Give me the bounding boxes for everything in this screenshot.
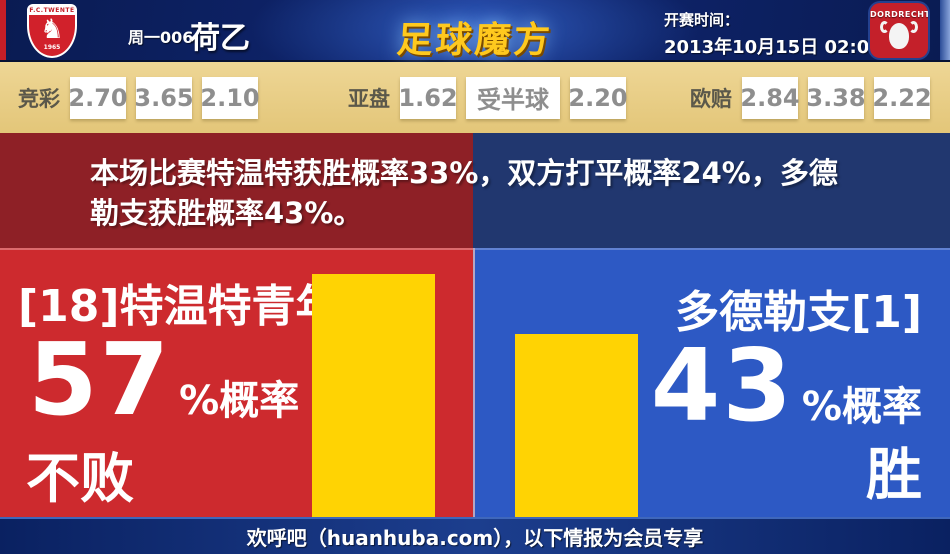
odds-value-box: 2.20 — [568, 76, 628, 119]
odds-value-box: 2.10 — [200, 76, 260, 119]
odds-group-jingcai: 竞彩 2.70 3.65 2.10 — [18, 62, 260, 133]
odds-group-oupei: 欧赔 2.84 3.38 2.22 — [690, 62, 932, 133]
home-crest-year: 1965 — [43, 44, 61, 51]
league-name: 荷乙 — [190, 21, 250, 56]
header-right-edge-stripe — [940, 0, 950, 60]
away-team-name: 多德勒支[1] — [675, 287, 922, 338]
probability-panels: [18]特温特青年 57 %概率 不败 多德勒支[1] 43 %概率 胜 — [0, 248, 950, 517]
away-team-panel: 多德勒支[1] 43 %概率 胜 — [475, 248, 950, 517]
odds-value-box: 2.70 — [68, 76, 128, 119]
summary-line-2: 勒支获胜概率43%。 — [90, 196, 363, 230]
panel-divider — [473, 248, 475, 517]
odds-value-box: 1.62 — [398, 76, 458, 119]
kickoff-time: 2013年10月15日 02:00 — [664, 37, 882, 58]
away-outcome-label: 胜 — [866, 443, 922, 508]
odds-label-yapan: 亚盘 — [348, 86, 390, 111]
home-outcome-label: 不败 — [26, 447, 134, 510]
odds-label-jingcai: 竞彩 — [18, 86, 60, 111]
odds-label-oupei: 欧赔 — [690, 86, 732, 111]
odds-value-box: 3.65 — [134, 76, 194, 119]
away-probability: 43 %概率 — [651, 336, 922, 436]
away-probability-bar — [515, 334, 638, 517]
odds-bar: 竞彩 2.70 3.65 2.10 亚盘 1.62 受半球 2.20 欧赔 2.… — [0, 62, 950, 133]
odds-handicap-box: 受半球 — [466, 76, 560, 119]
odds-group-yapan: 亚盘 1.62 受半球 2.20 — [348, 62, 628, 133]
kickoff-label: 开赛时间： — [664, 11, 740, 29]
odds-value-box: 2.84 — [740, 76, 800, 119]
home-team-name: [18]特温特青年 — [18, 281, 340, 332]
match-header: F.C.TWENTE ♞ 1965 周一006 荷乙 足球魔方 开赛时间： 20… — [0, 0, 950, 62]
home-probability-bar — [312, 274, 435, 517]
header-left-red-stripe — [0, 0, 6, 60]
footer-banner: 欢呼吧（huanhuba.com），以下情报为会员专享 — [0, 517, 950, 554]
horse-icon: ♞ — [39, 14, 65, 45]
home-probability: 57 %概率 — [28, 330, 299, 430]
home-team-crest-icon: F.C.TWENTE ♞ 1965 — [27, 4, 77, 58]
summary-line-1: 本场比赛特温特获胜概率33%，双方打平概率24%，多德 — [90, 156, 838, 190]
footer-text: 欢呼吧（huanhuba.com），以下情报为会员专享 — [246, 526, 704, 550]
summary-red-background — [0, 133, 473, 248]
away-probability-suffix: %概率 — [801, 384, 922, 430]
odds-value-box: 3.38 — [806, 76, 866, 119]
home-probability-value: 57 — [28, 321, 172, 438]
summary-blue-background — [473, 133, 950, 248]
away-probability-value: 43 — [650, 327, 794, 444]
odds-value-box: 2.22 — [872, 76, 932, 119]
match-code: 周一006 — [128, 28, 194, 47]
home-crest-banner: F.C.TWENTE — [29, 6, 75, 15]
prediction-summary-text: 本场比赛特温特获胜概率33%，双方打平概率24%，多德 勒支获胜概率43%。 — [90, 153, 838, 233]
away-crest-title: DORDRECHT — [870, 10, 928, 19]
ram-icon — [880, 21, 918, 49]
kickoff-time-block: 开赛时间： 2013年10月15日 02:00 — [664, 9, 882, 59]
home-probability-suffix: %概率 — [179, 378, 300, 424]
prediction-summary-band: 本场比赛特温特获胜概率33%，双方打平概率24%，多德 勒支获胜概率43%。 — [0, 133, 950, 248]
away-team-crest-icon: DORDRECHT — [870, 3, 928, 58]
